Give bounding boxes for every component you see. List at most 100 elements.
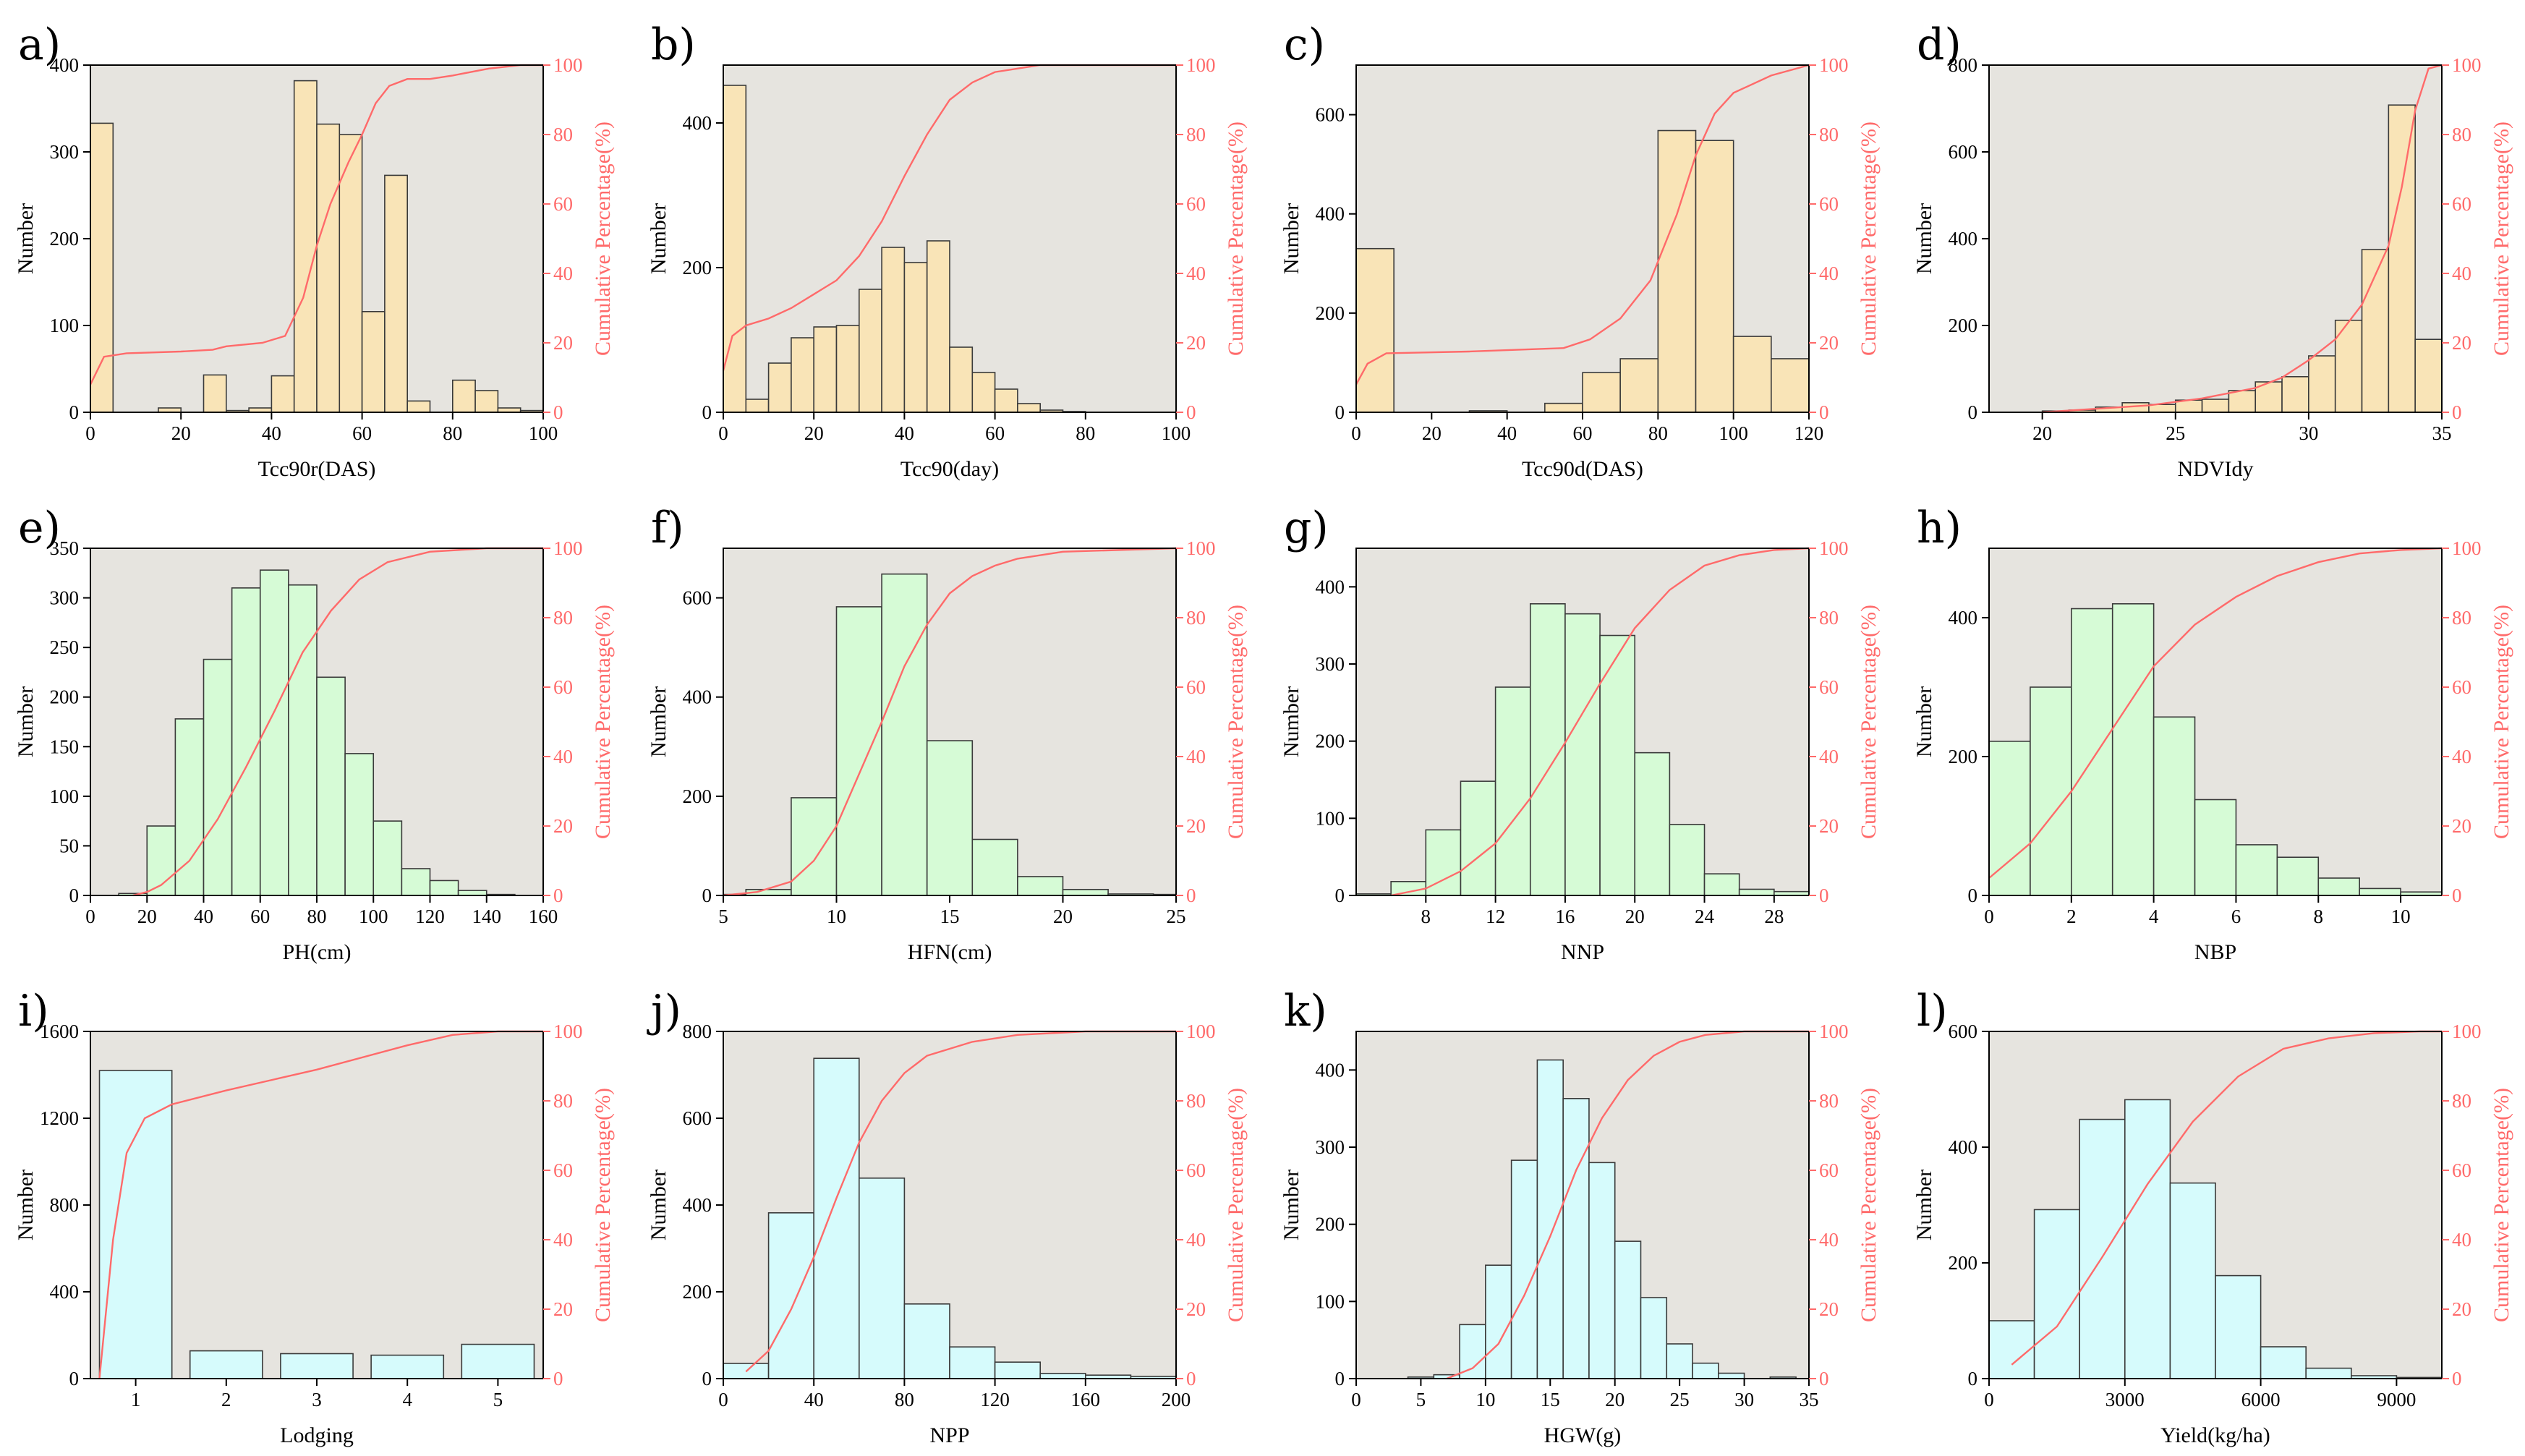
y2-tick-label: 80 bbox=[1819, 1090, 1839, 1112]
x-tick-label: 80 bbox=[1648, 422, 1668, 444]
x-axis-title: Yield(kg/ha) bbox=[2160, 1423, 2270, 1447]
x-axis-title: NBP bbox=[2194, 940, 2236, 964]
histogram-bar bbox=[203, 374, 227, 413]
cumulative-line bbox=[1355, 64, 1810, 386]
histogram-bar bbox=[949, 1346, 996, 1379]
cumulative-line bbox=[723, 547, 1177, 897]
y2-axis-title: Cumulative Percentage(%) bbox=[591, 605, 615, 839]
y2-tick-label: 40 bbox=[553, 746, 573, 767]
y-tick-label: 400 bbox=[50, 54, 80, 76]
y-tick-label: 600 bbox=[1316, 104, 1345, 126]
y-axis-title: Number bbox=[14, 1170, 38, 1240]
y-tick-label: 300 bbox=[1316, 1136, 1345, 1158]
histogram-bar bbox=[1703, 873, 1740, 896]
x-axis-title: PH(cm) bbox=[283, 940, 352, 964]
y-tick-label: 200 bbox=[683, 257, 712, 278]
y-tick-label: 1200 bbox=[40, 1107, 79, 1129]
histogram-bar bbox=[2124, 1099, 2171, 1379]
x-tick-label: 5 bbox=[493, 1389, 503, 1410]
x-tick-label: 8 bbox=[2314, 906, 2324, 927]
histogram-bar bbox=[293, 80, 318, 413]
y-tick-label: 400 bbox=[50, 1281, 80, 1303]
histogram-bar bbox=[813, 1057, 860, 1379]
x-tick-label: 60 bbox=[985, 422, 1005, 444]
histogram-bar bbox=[723, 85, 747, 413]
panel-letter: g) bbox=[1284, 503, 1329, 553]
x-tick-label: 20 bbox=[137, 906, 157, 927]
plot-frame bbox=[1355, 548, 1810, 896]
y2-tick-label: 20 bbox=[553, 815, 573, 837]
y2-tick-label: 40 bbox=[1186, 1229, 1206, 1251]
y2-tick-label: 60 bbox=[1819, 676, 1839, 698]
y2-axis-title: Cumulative Percentage(%) bbox=[591, 122, 615, 356]
y-tick-label: 0 bbox=[702, 885, 712, 906]
histogram-bar bbox=[1017, 403, 1042, 413]
y2-tick-label: 40 bbox=[2452, 263, 2471, 284]
histogram-bar bbox=[1666, 1343, 1693, 1379]
x-tick-label: 120 bbox=[980, 1389, 1010, 1410]
histogram-bar bbox=[271, 375, 295, 413]
y2-tick-label: 80 bbox=[1186, 607, 1206, 629]
y-tick-label: 400 bbox=[1949, 1136, 1978, 1158]
x-tick-label: 9000 bbox=[2377, 1389, 2416, 1410]
y-tick-label: 600 bbox=[683, 587, 712, 609]
y-tick-label: 400 bbox=[683, 1194, 712, 1216]
y2-tick-label: 20 bbox=[553, 1298, 573, 1320]
x-tick-label: 20 bbox=[2032, 422, 2052, 444]
y-tick-label: 0 bbox=[69, 885, 80, 906]
y2-tick-label: 20 bbox=[1819, 1298, 1839, 1320]
y2-tick-label: 100 bbox=[553, 1021, 583, 1042]
x-tick-label: 15 bbox=[940, 906, 960, 927]
panel-letter: d) bbox=[1917, 20, 1962, 70]
histogram-bar bbox=[1039, 1373, 1086, 1379]
x-axis-title: NPP bbox=[929, 1423, 969, 1447]
panel-letter: a) bbox=[18, 20, 61, 70]
panel-letter: l) bbox=[1917, 986, 1948, 1036]
histogram-bar bbox=[926, 740, 974, 896]
y2-tick-label: 60 bbox=[1819, 193, 1839, 215]
x-tick-label: 10 bbox=[2391, 906, 2411, 927]
x-tick-label: 30 bbox=[1734, 1389, 1754, 1410]
panel-letter: h) bbox=[1917, 503, 1962, 553]
x-tick-label: 160 bbox=[1071, 1389, 1101, 1410]
histogram-bar bbox=[288, 584, 318, 896]
histogram-bar bbox=[2305, 1367, 2352, 1379]
y2-tick-label: 40 bbox=[2452, 1229, 2471, 1251]
y-axis-title: Number bbox=[14, 686, 38, 757]
histogram-bar bbox=[2388, 104, 2416, 413]
histogram-bar bbox=[90, 122, 114, 413]
histogram-bar bbox=[1614, 1240, 1642, 1379]
x-tick-label: 4 bbox=[402, 1389, 412, 1410]
y2-tick-label: 0 bbox=[1819, 401, 1829, 423]
y2-tick-label: 60 bbox=[1819, 1159, 1839, 1181]
y-tick-label: 200 bbox=[683, 786, 712, 807]
y2-tick-label: 60 bbox=[1186, 193, 1206, 215]
histogram-bar bbox=[1390, 881, 1427, 896]
x-tick-label: 3 bbox=[312, 1389, 322, 1410]
plot-frame bbox=[723, 64, 1177, 413]
y2-tick-label: 0 bbox=[2452, 1368, 2462, 1389]
y-axis-title: Number bbox=[647, 203, 670, 274]
panel-d: 20 25 30 350200400600800020406080100d)NDVId… bbox=[1912, 20, 2513, 481]
x-tick-label: 6000 bbox=[2241, 1389, 2281, 1410]
y-tick-label: 200 bbox=[50, 686, 80, 708]
x-axis-title: HFN(cm) bbox=[908, 940, 992, 964]
histogram-bar bbox=[1459, 1324, 1486, 1379]
y2-tick-label: 0 bbox=[1186, 885, 1196, 906]
y-tick-label: 0 bbox=[1335, 401, 1345, 423]
panel-c: 0 20 40 60 80 100 1200200400600020406080100c)T… bbox=[1279, 20, 1881, 481]
x-tick-label: 20 bbox=[1605, 1389, 1625, 1410]
x-tick-label: 15 bbox=[1541, 1389, 1560, 1410]
x-tick-label: 8 bbox=[1421, 906, 1431, 927]
histogram-bar bbox=[1562, 1098, 1590, 1379]
histogram-bar bbox=[2111, 603, 2155, 896]
panel-b: 0 20 40 60 80 1000200400020406080100b)Tcc90(d… bbox=[647, 20, 1248, 481]
y2-tick-label: 0 bbox=[1819, 885, 1829, 906]
x-tick-label: 40 bbox=[1497, 422, 1517, 444]
y-tick-label: 300 bbox=[50, 587, 80, 609]
y2-tick-label: 100 bbox=[2452, 54, 2482, 76]
x-tick-label: 60 bbox=[250, 906, 270, 927]
x-tick-label: 5 bbox=[1416, 1389, 1426, 1410]
x-tick-label: 100 bbox=[359, 906, 388, 927]
y2-tick-label: 100 bbox=[1186, 1021, 1216, 1042]
